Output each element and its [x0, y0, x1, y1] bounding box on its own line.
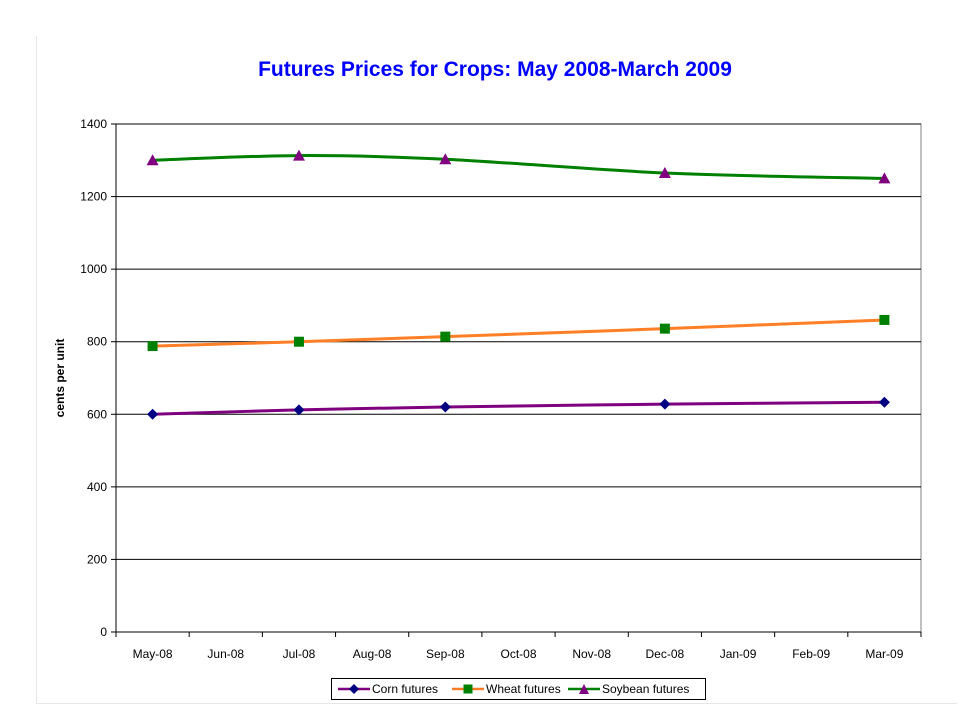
wheat-data-point [659, 323, 670, 334]
corn-data-point [878, 396, 890, 408]
corn-data-point [659, 398, 671, 410]
y-tick-label: 1200 [80, 190, 107, 204]
soybean-data-point [292, 149, 305, 161]
x-tick-label: Dec-08 [646, 647, 685, 661]
corn-legend-marker-icon [338, 684, 370, 694]
soybean-data-point [146, 154, 159, 166]
y-tick-label: 1400 [80, 117, 107, 131]
legend-label-corn: Corn futures [372, 682, 439, 696]
chart-frame [36, 36, 957, 704]
x-tick-label: May-08 [133, 647, 173, 661]
legend-label-soybean: Soybean futures [602, 682, 690, 696]
series-line-1 [152, 318, 885, 348]
x-tick-label: Jan-09 [720, 647, 757, 661]
wheat-data-point [440, 331, 451, 342]
corn-data-point [293, 404, 305, 416]
y-tick-label: 200 [87, 552, 107, 566]
wheat-data-point [293, 336, 304, 347]
chart-title: Futures Prices for Crops: May 2008-March… [258, 58, 732, 81]
x-tick-label: Aug-08 [353, 647, 392, 661]
x-tick-label: Jul-08 [283, 647, 316, 661]
x-tick-label: Oct-08 [500, 647, 536, 661]
legend-label-wheat: Wheat futures [486, 682, 561, 696]
y-tick-label: 0 [100, 625, 107, 639]
series-line-2 [152, 154, 885, 180]
x-tick-label: Jun-08 [207, 647, 244, 661]
soybean-legend-marker-icon [568, 684, 600, 694]
x-tick-label: Sep-08 [426, 647, 465, 661]
corn-data-point [439, 401, 451, 413]
corn-data-point [147, 408, 159, 420]
y-tick-label: 1000 [80, 262, 107, 276]
y-tick-label: 600 [87, 407, 107, 421]
wheat-data-point [147, 341, 158, 352]
y-tick-label: 800 [87, 335, 107, 349]
plot-area [115, 123, 922, 633]
x-tick-label: Feb-09 [792, 647, 830, 661]
wheat-legend-marker-icon [452, 684, 484, 694]
soybean-data-point [439, 153, 452, 165]
y-tick-label: 400 [87, 480, 107, 494]
x-tick-label: Nov-08 [572, 647, 611, 661]
y-axis-label: cents per unit [53, 339, 67, 418]
wheat-data-point [879, 314, 890, 325]
soybean-data-point [658, 166, 671, 178]
x-tick-label: Mar-09 [865, 647, 903, 661]
series-line-0 [152, 400, 885, 416]
soybean-data-point [878, 172, 891, 184]
legend: Corn futures Wheat futures Soybean futur… [331, 678, 706, 700]
